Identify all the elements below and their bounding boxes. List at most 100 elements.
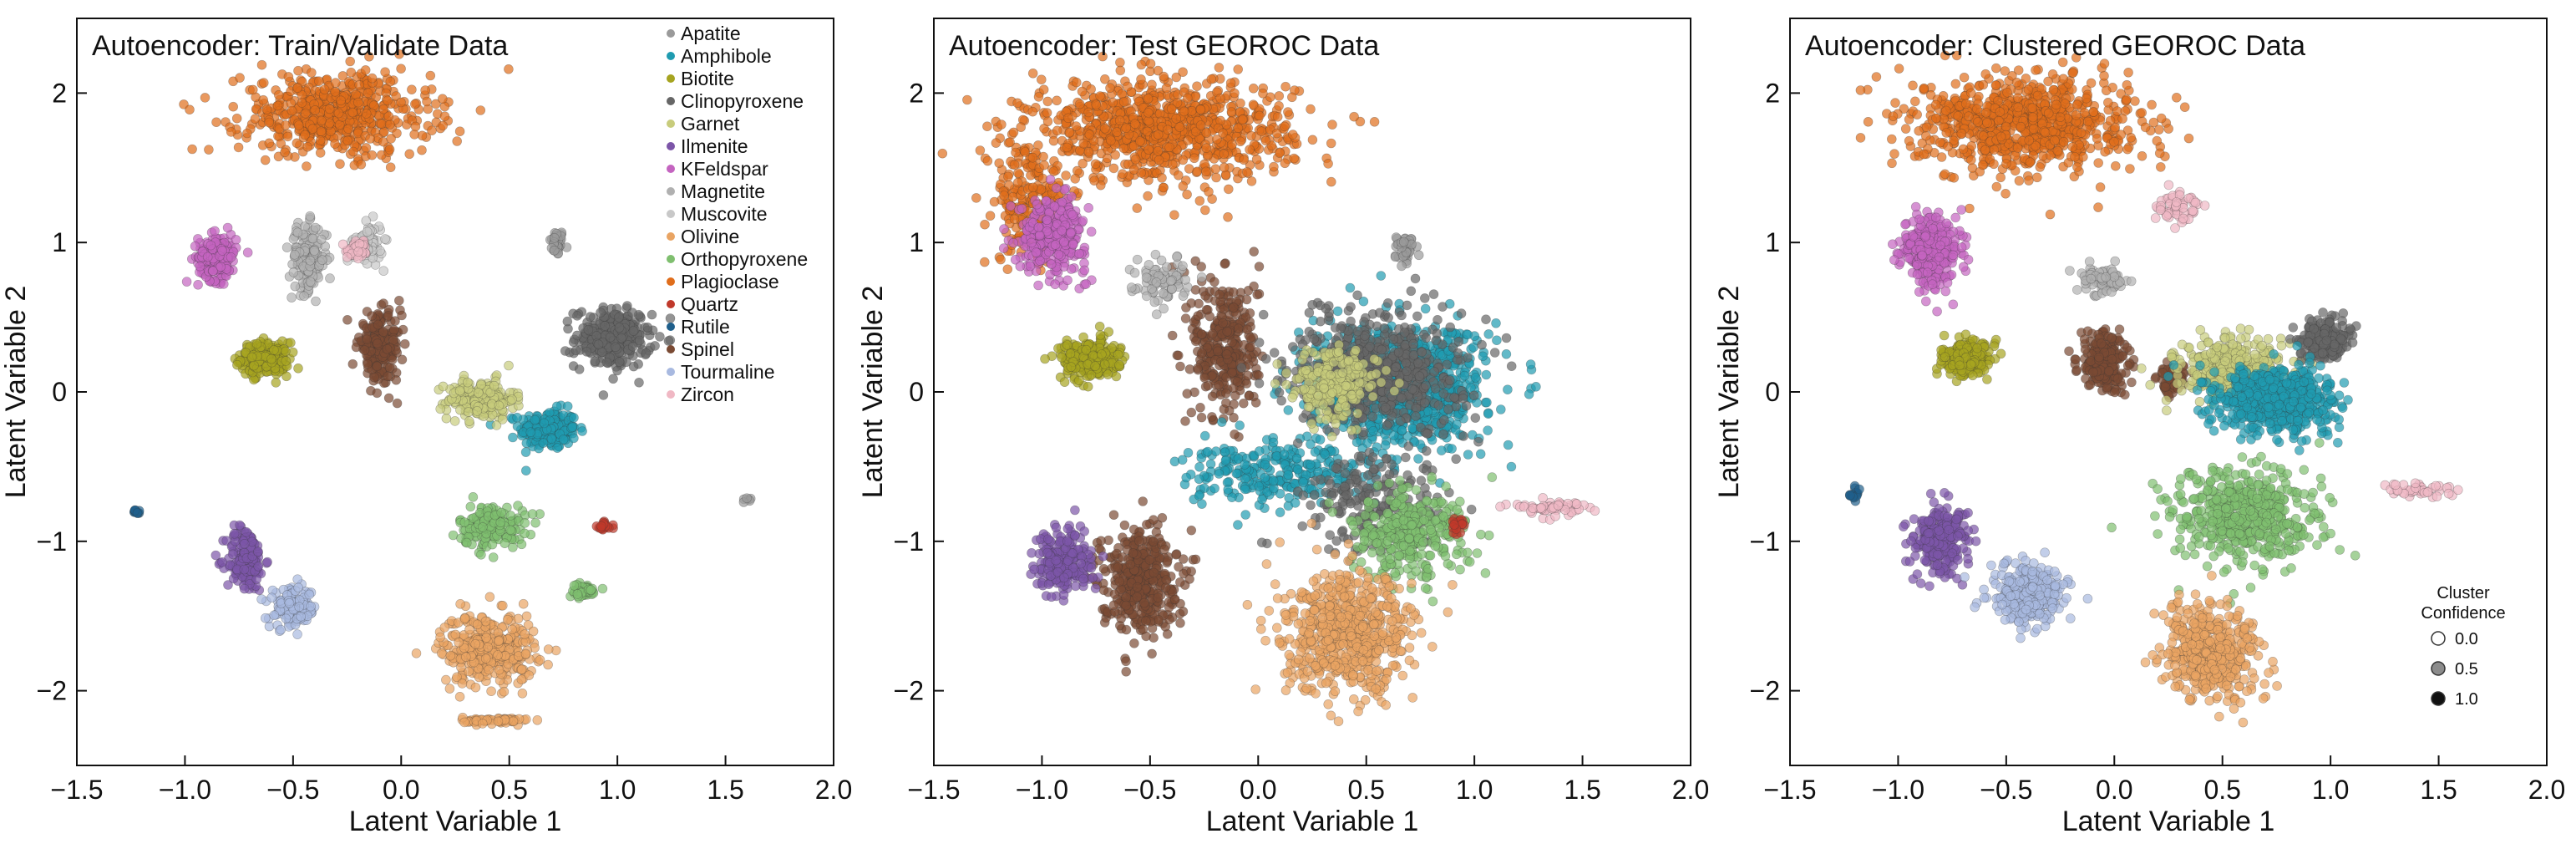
data-point (1178, 181, 1189, 191)
data-point (226, 252, 236, 262)
data-point (1070, 174, 1080, 184)
data-point (399, 338, 410, 349)
data-point (971, 193, 981, 203)
data-point (586, 585, 596, 595)
data-point (572, 311, 582, 321)
data-point (439, 623, 450, 633)
data-point (346, 67, 357, 78)
legend-label: Spinel (681, 338, 734, 360)
data-point (316, 234, 327, 245)
data-point (1288, 130, 1298, 140)
data-point (132, 508, 143, 518)
data-point (530, 414, 540, 425)
data-point (1017, 203, 1027, 214)
data-point (985, 211, 996, 221)
data-point (1074, 375, 1084, 386)
data-point (361, 109, 372, 119)
data-point (562, 316, 573, 327)
data-point (1072, 77, 1082, 88)
data-point (205, 240, 216, 251)
data-point (1114, 115, 1125, 125)
data-point (1103, 327, 1114, 337)
data-point (277, 336, 287, 347)
data-point (283, 72, 294, 82)
data-point (577, 426, 587, 436)
data-point (520, 518, 530, 528)
data-point (1159, 71, 1169, 82)
data-point (195, 261, 205, 272)
data-point (1200, 205, 1210, 216)
data-point (1037, 74, 1047, 84)
data-point (1081, 344, 1092, 355)
data-point (392, 398, 403, 409)
data-point (493, 650, 503, 660)
data-point (460, 652, 471, 663)
y-tick-label: 1 (52, 227, 67, 257)
data-point (1201, 143, 1211, 153)
legend-label: Amphibole (681, 45, 772, 67)
data-point (1027, 106, 1038, 117)
data-point (1163, 125, 1173, 135)
data-point (1099, 359, 1110, 370)
data-point (518, 598, 529, 609)
data-point (611, 342, 621, 353)
data-point (1154, 155, 1164, 165)
data-point (1233, 64, 1243, 74)
data-point (1233, 123, 1244, 134)
data-point (276, 624, 287, 635)
legend-label: Ilmenite (681, 135, 748, 157)
data-point (361, 216, 372, 226)
data-point (1225, 78, 1236, 89)
data-point (996, 254, 1006, 265)
data-point (1062, 340, 1072, 350)
data-point (570, 345, 581, 356)
data-point (229, 528, 240, 539)
data-point (650, 341, 660, 351)
x-tick-label: −1.0 (159, 775, 211, 805)
legend-label: Orthopyroxene (681, 248, 808, 270)
data-point (494, 664, 505, 675)
data-point (314, 76, 324, 86)
data-point (1195, 104, 1206, 114)
data-point (1106, 135, 1116, 145)
data-point (200, 93, 210, 103)
data-point (1083, 146, 1094, 157)
data-point (1239, 155, 1249, 165)
legend-label: Biotite (681, 68, 734, 89)
data-point (417, 145, 427, 155)
data-point (387, 354, 398, 365)
data-point (1130, 119, 1140, 129)
data-point (362, 334, 373, 345)
data-point (920, 162, 930, 171)
data-point (1174, 122, 1184, 132)
data-point (383, 371, 393, 382)
data-point (1040, 353, 1050, 364)
data-point (1274, 101, 1284, 111)
legend-marker (667, 142, 675, 150)
data-point (1206, 74, 1217, 84)
data-point (210, 226, 220, 236)
data-point (1214, 63, 1225, 73)
data-point (232, 359, 242, 370)
data-point (1078, 332, 1088, 343)
data-point (474, 672, 484, 683)
data-point (384, 145, 395, 155)
data-point (218, 279, 229, 289)
data-point (532, 714, 543, 725)
data-point (347, 107, 358, 118)
data-point (438, 120, 449, 131)
data-point (304, 589, 315, 600)
data-point (1066, 362, 1077, 372)
data-point (1011, 147, 1021, 158)
data-point (1167, 330, 1178, 341)
data-point (1008, 237, 1018, 248)
data-point (427, 125, 437, 135)
legend-marker (667, 232, 675, 241)
data-point (1147, 79, 1157, 90)
data-point (1108, 163, 1119, 174)
data-point (597, 583, 608, 594)
data-point (583, 324, 594, 335)
data-point (425, 70, 436, 81)
data-point (569, 433, 579, 444)
data-point (242, 247, 253, 258)
